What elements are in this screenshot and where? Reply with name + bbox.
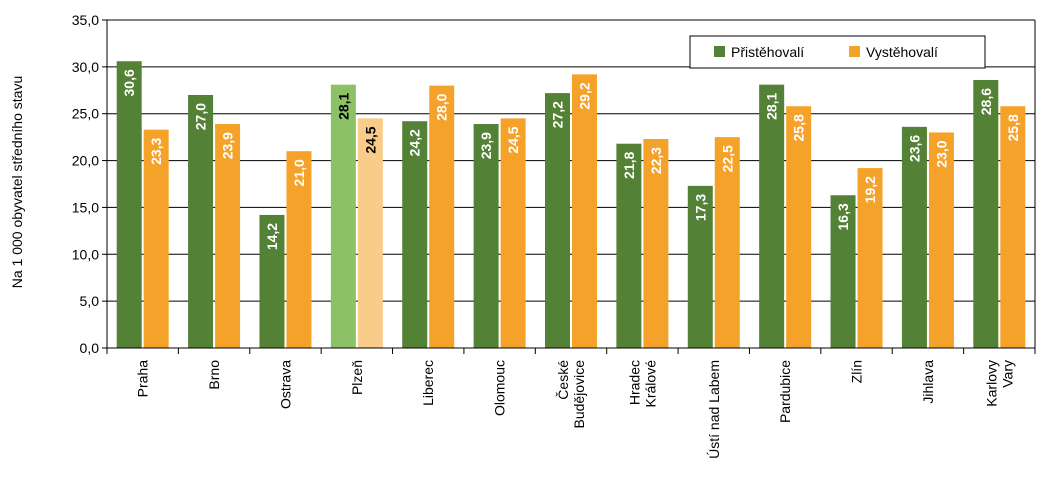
data-label: 25,8 — [1005, 114, 1021, 141]
x-tick-label: Ústí nad Labem — [706, 360, 722, 459]
bar-pristehovali — [188, 94, 214, 348]
data-label: 23,9 — [478, 132, 494, 159]
data-label: 17,3 — [692, 194, 708, 221]
bar-vystehovali — [215, 124, 241, 348]
x-tick-label: Vary — [999, 360, 1015, 388]
data-label: 22,3 — [648, 147, 664, 174]
bar-pristehovali — [830, 195, 856, 348]
data-label: 25,8 — [791, 114, 807, 141]
bar-vystehovali — [714, 137, 740, 348]
data-label: 21,0 — [291, 159, 307, 186]
data-label: 14,2 — [264, 223, 280, 250]
x-tick-label: Zlín — [849, 360, 865, 383]
grid-lines — [107, 19, 1035, 349]
x-tick-label: Pardubice — [777, 360, 793, 423]
legend-label-vystehovali: Vystěhovalí — [866, 44, 938, 60]
bar-vystehovali — [143, 129, 169, 348]
data-label: 22,5 — [719, 145, 735, 172]
bar-pristehovali — [687, 185, 713, 348]
bar-pristehovali — [545, 93, 570, 349]
y-tick-label: 15,0 — [72, 199, 99, 215]
data-label: 24,2 — [407, 129, 423, 156]
y-tick-label: 5,0 — [80, 293, 100, 309]
legend-box — [689, 35, 986, 69]
bar-pristehovali — [973, 79, 999, 348]
bar-pristehovali — [473, 124, 499, 348]
data-label: 23,9 — [220, 132, 236, 159]
y-tick-label: 35,0 — [72, 12, 99, 28]
x-tick-label: Hradec — [626, 360, 642, 405]
bar-vystehovali — [786, 106, 812, 349]
bar-vystehovali — [357, 118, 383, 349]
data-label: 23,0 — [933, 140, 949, 167]
bar-vystehovali — [643, 139, 669, 348]
data-label: 28,0 — [434, 93, 450, 120]
x-tick-label: České — [555, 360, 571, 400]
data-label: 21,8 — [621, 151, 637, 178]
x-tick-label: Plzeň — [349, 360, 365, 395]
x-tick-label: Ostrava — [277, 360, 293, 409]
x-tick-label: Liberec — [420, 360, 436, 406]
bar-pristehovali — [402, 121, 428, 348]
data-label: 30,6 — [121, 69, 137, 96]
bar-vystehovali — [286, 151, 312, 348]
data-label: 23,6 — [906, 135, 922, 162]
data-label: 29,2 — [577, 82, 593, 109]
y-axis-label: Na 1 000 obyvatel středního stavu — [9, 76, 25, 288]
legend-swatch-vystehovali — [849, 46, 860, 57]
data-label: 23,3 — [148, 137, 164, 164]
x-axis: Praha Brno Ostrava Plzeň Liberec Olomouc České… — [106, 347, 1036, 459]
y-tick-label: 30,0 — [72, 59, 99, 75]
data-label: 27,2 — [550, 101, 566, 128]
bar-pristehovali — [901, 126, 927, 348]
y-tick-label: 0,0 — [80, 340, 100, 356]
data-labels: 30,6 23,3 27,0 23,9 14,2 21,0 28,1 24,5 24,2 28,0… — [121, 69, 1021, 250]
data-label: 27,0 — [193, 103, 209, 130]
bar-vystehovali — [572, 74, 597, 349]
data-label: 28,1 — [764, 92, 780, 119]
bar-pristehovali — [259, 214, 285, 348]
legend: Přistěhovalí Vystěhovalí — [689, 35, 986, 69]
bar-vystehovali — [429, 85, 455, 348]
x-tick-label: Karlovy — [983, 360, 999, 407]
x-tick-label: Praha — [135, 360, 151, 398]
bar-pristehovali — [116, 61, 142, 349]
x-tick-label: Brno — [206, 360, 222, 390]
data-label: 24,5 — [362, 126, 378, 153]
bar-pristehovali — [616, 143, 642, 348]
bar-pristehovali — [330, 84, 356, 349]
y-tick-label: 25,0 — [72, 106, 99, 122]
bar-pristehovali — [759, 84, 785, 349]
data-label: 16,3 — [835, 203, 851, 230]
bar-vystehovali — [857, 168, 883, 348]
data-label: 28,1 — [335, 92, 351, 119]
x-tick-label: Budějovice — [571, 360, 587, 429]
bar-vystehovali — [928, 132, 954, 348]
legend-swatch-pristehovali — [714, 46, 725, 57]
x-tick-label: Jihlava — [920, 360, 936, 404]
x-tick-label: Olomouc — [492, 360, 508, 416]
y-axis: 0,0 5,0 10,0 15,0 20,0 25,0 30,0 35,0 — [72, 12, 1036, 356]
y-tick-label: 20,0 — [72, 153, 99, 169]
bar-vystehovali — [500, 118, 526, 349]
data-label: 24,5 — [505, 126, 521, 153]
bar-vystehovali — [1000, 106, 1026, 349]
y-tick-label: 10,0 — [72, 246, 99, 262]
bars — [116, 61, 1026, 349]
data-label: 28,6 — [978, 88, 994, 115]
legend-label-pristehovali: Přistěhovalí — [731, 44, 804, 60]
x-tick-label: Králové — [642, 360, 658, 408]
data-label: 19,2 — [862, 176, 878, 203]
